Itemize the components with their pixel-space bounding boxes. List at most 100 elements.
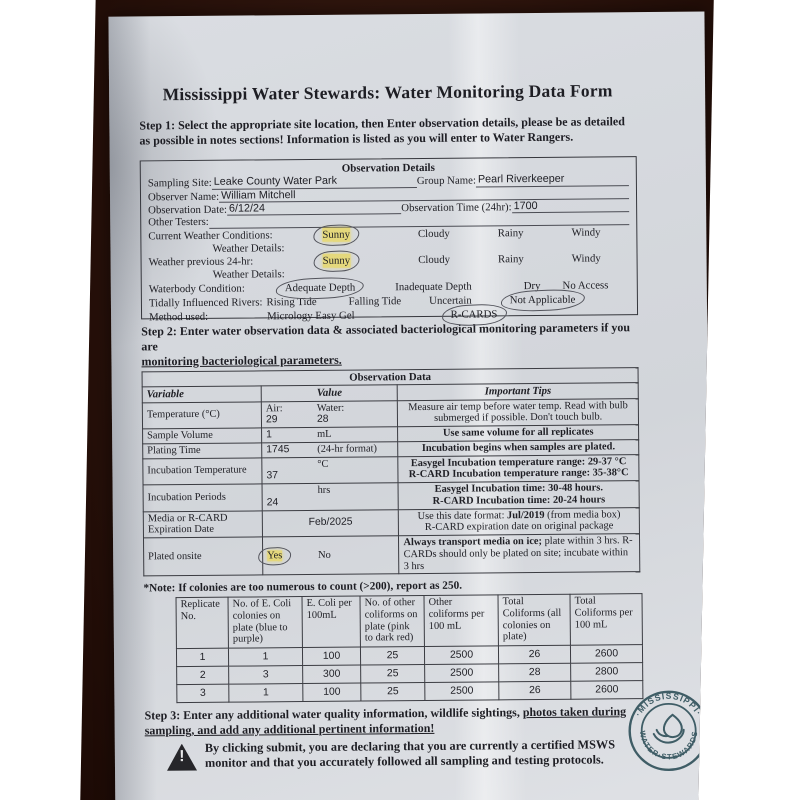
variable-plating-time: Plating Time (142, 442, 262, 459)
cell-r2c1: 2 (176, 666, 229, 685)
row-plated-onsite: Plated onsite Yes No Always transport me… (143, 533, 640, 577)
tip-incubation-periods-2: R-CARD Incubation time: 20-24 hours (432, 494, 606, 507)
variable-incubation-periods: Incubation Periods (143, 483, 263, 512)
waterbody-condition-label: Waterbody Condition: (148, 282, 245, 296)
sampling-site-label: Sampling Site: (147, 177, 212, 190)
variable-incubation-temp: Incubation Temperature (142, 457, 263, 485)
plated-onsite-no: No (318, 549, 331, 561)
cell-r2c4: 25 (360, 664, 425, 684)
plated-onsite-yes: Yes (267, 549, 283, 562)
tip-incubation-temp-1: Easygel Incubation temperature range: 29… (410, 455, 627, 469)
incubation-period-value: 24 (266, 496, 279, 509)
cell-r1c7: 2600 (570, 644, 643, 664)
observation-time-value: 1700 (511, 199, 630, 214)
paper-sheet: Mississippi Water Stewards: Water Monito… (108, 11, 712, 800)
weather-details-label-1: Weather Details: (212, 242, 285, 255)
tidal-label: Tidally Influenced Rivers: (148, 296, 263, 310)
rep-col-other-colonies: No. of other coliforms on plate (pink to… (360, 595, 425, 648)
observation-details-box: Observation Details Sampling Site: Leake… (139, 156, 639, 323)
weather-details-label-2: Weather Details: (212, 268, 285, 282)
weather-option-cloudy: Cloudy (417, 227, 450, 240)
tip-exp-post: (from media box) (544, 508, 621, 521)
tip-exp-line2: R-CARD expiration date on original packa… (424, 520, 614, 534)
variable-expiration-date: Media or R-CARD Expiration Date (143, 510, 263, 538)
cell-r1c2: 1 (228, 647, 303, 667)
sample-volume-value: 1 (266, 429, 272, 441)
waterbody-option-inadequate: Inadequate Depth (395, 280, 472, 293)
stamp-text-bottom: WATER·STEWARDS (638, 730, 700, 762)
tip-temperature: Measure air temp before water temp. Read… (397, 398, 639, 427)
weather-option-rainy: Rainy (497, 226, 524, 240)
cell-r3c4: 25 (360, 682, 425, 702)
plating-time-format: (24-hr format) (317, 443, 377, 455)
stamp-inner-ring (640, 703, 697, 759)
step2-line2: monitoring bacteriological parameters. (141, 352, 342, 368)
prev-weather-option-cloudy: Cloudy (418, 254, 451, 267)
cell-r3c3: 100 (302, 683, 361, 702)
replicate-header-row: Replicate No. No. of E. Coli colonies on… (176, 593, 643, 649)
waterbody-option-dry: Dry (523, 279, 541, 292)
tip-exp-bold: Jul/2019 (506, 509, 545, 521)
rep-col-ecoli-per-100: E. Coli per 100mL (302, 596, 361, 648)
step3-text: Step 3: Enter any additional water quali… (144, 705, 523, 723)
col-variable: Variable (142, 386, 262, 403)
prev-weather-option-sunny: Sunny (322, 253, 351, 269)
weather-option-sunny: Sunny (322, 227, 351, 242)
variable-sample-volume: Sample Volume (142, 427, 262, 444)
step2-line1: Step 2: Enter water observation data & a… (141, 320, 631, 354)
tip-incubation-temp-2: R-CARD Incubation temperature range: 35-… (408, 467, 629, 481)
variable-temperature: Temperature (°C) (142, 401, 262, 429)
cell-r1c4: 25 (360, 646, 425, 666)
cell-r2c7: 2800 (570, 662, 643, 682)
water-label: Water: (316, 402, 345, 414)
cell-r1c1: 1 (176, 648, 229, 667)
step3-section: Step 3: Enter any additional water quali… (144, 691, 709, 772)
other-testers-label: Other Testers: (148, 216, 209, 229)
prev-weather-option-rainy: Rainy (497, 253, 524, 266)
group-name-label: Group Name: (416, 174, 476, 188)
method-label: Method used: (149, 310, 209, 324)
method-option-rcards: R-CARDS (450, 308, 498, 321)
expiration-date-value: Feb/2025 (262, 509, 399, 537)
replicate-row-3: 3 1 100 25 2500 26 2600 (176, 680, 643, 703)
step3-instructions: Step 3: Enter any additional water quali… (144, 704, 641, 738)
step2-instructions: Step 2: Enter water observation data & a… (141, 320, 638, 368)
tidal-option-uncertain: Uncertain (429, 294, 472, 307)
colonies-note: *Note: If colonies are too numerous to c… (143, 579, 463, 595)
cell-r3c2: 1 (228, 683, 303, 703)
tip-incubation-periods: Easygel Incubation time: 30-48 hours. R-… (398, 480, 640, 510)
observation-time-label: Observation Time (24hr): (401, 201, 512, 215)
water-temp-value: 28 (316, 414, 329, 426)
incubation-period-unit: hrs (317, 484, 331, 496)
method-option-easygel: Micrology Easy Gel (267, 309, 355, 323)
disclaimer-row: ! By clicking submit, you are declaring … (145, 691, 709, 772)
svg-text:WATER·STEWARDS: WATER·STEWARDS (638, 730, 700, 762)
tip-incubation-temp: Easygel Incubation temperature range: 29… (398, 454, 640, 483)
tip-expiration-date: Use this date format: Jul/2019 (from med… (398, 507, 640, 536)
observer-name-label: Observer Name: (147, 190, 220, 204)
table-surface: Mississippi Water Stewards: Water Monito… (80, 0, 714, 800)
cell-r1c6: 26 (498, 645, 571, 665)
plating-time-value: 1745 (266, 443, 290, 456)
current-weather-label: Current Weather Conditions: (148, 229, 273, 243)
sample-volume-unit: mL (317, 428, 332, 440)
air-temp-value: 29 (265, 414, 278, 426)
incubation-temp-value: 37 (266, 470, 279, 482)
tip-exp-pre: Use this date format: (417, 509, 508, 522)
form-content: Mississippi Water Stewards: Water Monito… (139, 80, 709, 772)
waterbody-option-no-access: No Access (562, 279, 609, 292)
cell-r2c2: 3 (228, 665, 303, 685)
tip-plated-onsite: Always transport media on ice; plate wit… (398, 533, 640, 574)
cell-r2c6: 28 (498, 663, 571, 683)
tidal-option-not-applicable: Not Applicable (509, 293, 576, 307)
rep-col-total-per-100: Total Coliforms per 100 mL (569, 593, 643, 646)
rep-col-other-per-100: Other coliforms per 100 mL (424, 595, 499, 647)
page-title: Mississippi Water Stewards: Water Monito… (162, 80, 613, 105)
group-name-value: Pearl Riverkeeper (475, 172, 629, 188)
cell-r2c3: 300 (302, 665, 361, 684)
disclaimer-text: By clicking submit, you are declaring th… (204, 736, 616, 770)
weather-option-windy: Windy (571, 226, 601, 239)
incubation-temp-unit: °C (317, 458, 329, 470)
msws-stamp-logo: ·MISSISSIPPI· WATER·STEWARDS (628, 691, 709, 772)
